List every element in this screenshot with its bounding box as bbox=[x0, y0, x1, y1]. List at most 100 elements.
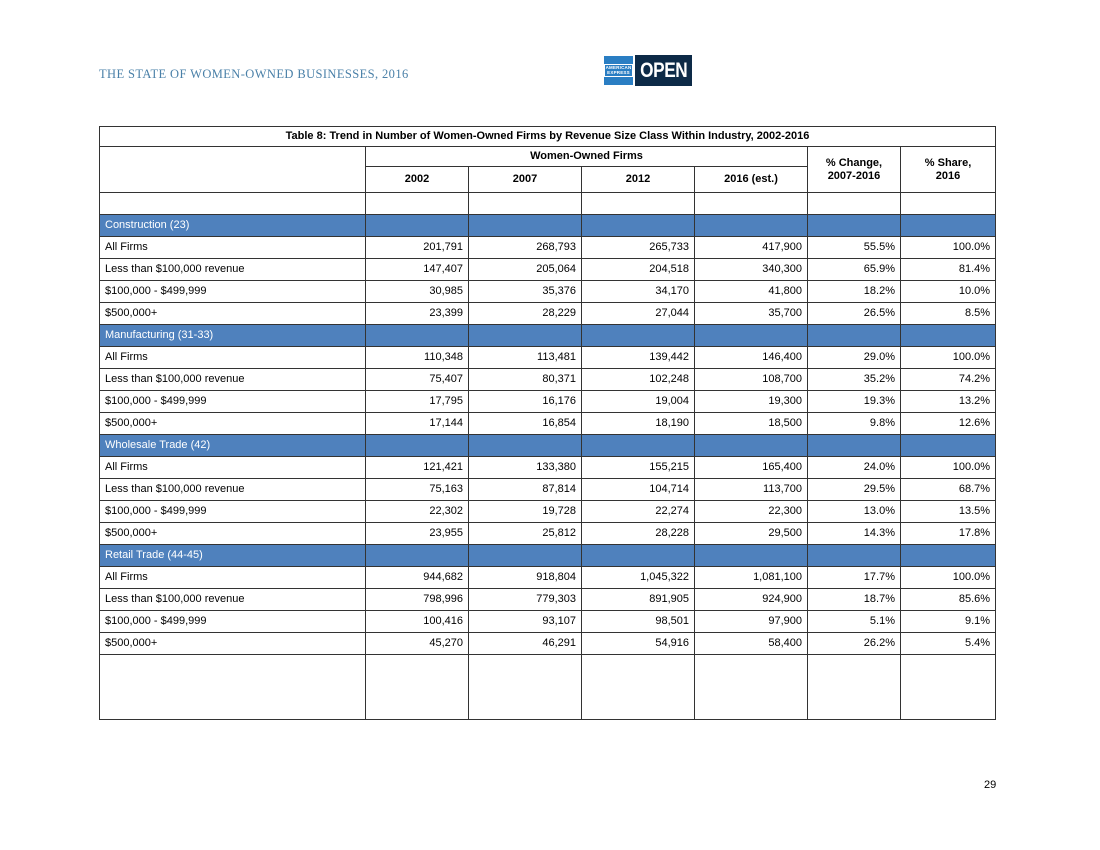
value-cell: 41,800 bbox=[694, 280, 808, 303]
section-header-cell bbox=[899, 434, 997, 457]
open-logo-label: OPEN bbox=[639, 59, 688, 82]
value-cell: 26.2% bbox=[807, 632, 901, 655]
section-header-cell bbox=[365, 544, 469, 567]
table-row: $100,000 - $499,999 30,985 35,376 34,170 41,… bbox=[99, 280, 997, 303]
value-cell: 17.7% bbox=[807, 566, 901, 589]
value-cell: 87,814 bbox=[468, 478, 582, 501]
value-cell: 17,144 bbox=[365, 412, 469, 435]
row-label: $100,000 - $499,999 bbox=[99, 390, 366, 413]
amex-open-logo: AMERICAN EXPRESS OPEN bbox=[603, 53, 692, 86]
value-cell: 27,044 bbox=[581, 302, 695, 325]
empty-filler-row bbox=[99, 654, 997, 720]
value-cell: 113,481 bbox=[468, 346, 582, 369]
value-cell: 139,442 bbox=[581, 346, 695, 369]
row-label: $100,000 - $499,999 bbox=[99, 280, 366, 303]
section-name: Wholesale Trade (42) bbox=[99, 434, 366, 457]
empty-cell bbox=[365, 654, 469, 720]
section-header-cell bbox=[365, 324, 469, 347]
value-cell: 100.0% bbox=[899, 346, 997, 369]
pct-change-header-line1: % Change, bbox=[825, 156, 883, 169]
section-header-cell bbox=[807, 214, 901, 237]
section-header-cell bbox=[365, 214, 469, 237]
section-header-cell bbox=[899, 214, 997, 237]
amex-word-express: EXPRESS bbox=[607, 69, 630, 75]
section-name: Manufacturing (31-33) bbox=[99, 324, 366, 347]
table-row: Less than $100,000 revenue 75,407 80,371 10… bbox=[99, 368, 997, 391]
section-header-cell bbox=[694, 324, 808, 347]
value-cell: 68.7% bbox=[899, 478, 997, 501]
value-cell: 100,416 bbox=[365, 610, 469, 633]
value-cell: 104,714 bbox=[581, 478, 695, 501]
section-header-row: Retail Trade (44-45) bbox=[99, 544, 997, 567]
value-cell: 93,107 bbox=[468, 610, 582, 633]
value-cell: 9.8% bbox=[807, 412, 901, 435]
row-label: Less than $100,000 revenue bbox=[99, 368, 366, 391]
value-cell: 147,407 bbox=[365, 258, 469, 281]
value-cell: 16,854 bbox=[468, 412, 582, 435]
value-cell: 201,791 bbox=[365, 236, 469, 259]
value-cell: 1,045,322 bbox=[581, 566, 695, 589]
section-name: Retail Trade (44-45) bbox=[99, 544, 366, 567]
section-header-row: Construction (23) bbox=[99, 214, 997, 237]
value-cell: 100.0% bbox=[899, 456, 997, 479]
table-row: $500,000+ 23,399 28,229 27,044 35,700 26.5% 8.… bbox=[99, 302, 997, 325]
value-cell: 924,900 bbox=[694, 588, 808, 611]
american-express-wordmark: AMERICAN EXPRESS bbox=[603, 64, 634, 77]
value-cell: 19.3% bbox=[807, 390, 901, 413]
value-cell: 28,229 bbox=[468, 302, 582, 325]
value-cell: 75,407 bbox=[365, 368, 469, 391]
table-row: All Firms 110,348 113,481 139,442 146,400 29.… bbox=[99, 346, 997, 369]
table-row: All Firms 944,682 918,804 1,045,322 1,081,10… bbox=[99, 566, 997, 589]
value-cell: 35,376 bbox=[468, 280, 582, 303]
value-cell: 29.5% bbox=[807, 478, 901, 501]
value-cell: 74.2% bbox=[899, 368, 997, 391]
value-cell: 55.5% bbox=[807, 236, 901, 259]
table-row: $500,000+ 17,144 16,854 18,190 18,500 9.8% 12.… bbox=[99, 412, 997, 435]
value-cell: 35,700 bbox=[694, 302, 808, 325]
table-row: Less than $100,000 revenue 798,996 779,303… bbox=[99, 588, 997, 611]
value-cell: 204,518 bbox=[581, 258, 695, 281]
empty-cell bbox=[99, 654, 366, 720]
pct-share-header-line1: % Share, bbox=[924, 156, 972, 169]
value-cell: 35.2% bbox=[807, 368, 901, 391]
table-row: $100,000 - $499,999 100,416 93,107 98,501 97… bbox=[99, 610, 997, 633]
table-title-row: Table 8: Trend in Number of Women-Owned … bbox=[98, 126, 997, 147]
year-header-2002: 2002 bbox=[365, 166, 469, 193]
value-cell: 13.5% bbox=[899, 500, 997, 523]
table-row: $100,000 - $499,999 17,795 16,176 19,004 19,… bbox=[99, 390, 997, 413]
row-label: $500,000+ bbox=[99, 522, 366, 545]
value-cell: 165,400 bbox=[694, 456, 808, 479]
section-header-cell bbox=[694, 214, 808, 237]
value-cell: 23,399 bbox=[365, 302, 469, 325]
value-cell: 45,270 bbox=[365, 632, 469, 655]
group-header: Women-Owned Firms bbox=[365, 146, 808, 167]
table-title: Table 8: Trend in Number of Women-Owned … bbox=[98, 126, 997, 147]
pct-change-header-line2: 2007-2016 bbox=[827, 169, 881, 182]
american-express-logo-icon: AMERICAN EXPRESS bbox=[603, 56, 634, 85]
value-cell: 146,400 bbox=[694, 346, 808, 369]
page-number: 29 bbox=[984, 779, 997, 791]
value-cell: 944,682 bbox=[365, 566, 469, 589]
value-cell: 18.7% bbox=[807, 588, 901, 611]
value-cell: 8.5% bbox=[899, 302, 997, 325]
value-cell: 9.1% bbox=[899, 610, 997, 633]
table-body: Construction (23) All Firms 201,791 268,793… bbox=[99, 214, 997, 720]
value-cell: 417,900 bbox=[694, 236, 808, 259]
row-label: $500,000+ bbox=[99, 412, 366, 435]
empty-cell bbox=[694, 654, 808, 720]
value-cell: 85.6% bbox=[899, 588, 997, 611]
row-label: All Firms bbox=[99, 346, 366, 369]
section-name: Construction (23) bbox=[99, 214, 366, 237]
value-cell: 918,804 bbox=[468, 566, 582, 589]
value-cell: 65.9% bbox=[807, 258, 901, 281]
row-label: $500,000+ bbox=[99, 632, 366, 655]
value-cell: 18,500 bbox=[694, 412, 808, 435]
value-cell: 29.0% bbox=[807, 346, 901, 369]
value-cell: 54,916 bbox=[581, 632, 695, 655]
value-cell: 265,733 bbox=[581, 236, 695, 259]
value-cell: 17,795 bbox=[365, 390, 469, 413]
row-label: $500,000+ bbox=[99, 302, 366, 325]
value-cell: 26.5% bbox=[807, 302, 901, 325]
table-row: Less than $100,000 revenue 75,163 87,814 10… bbox=[99, 478, 997, 501]
section-header-cell bbox=[694, 434, 808, 457]
